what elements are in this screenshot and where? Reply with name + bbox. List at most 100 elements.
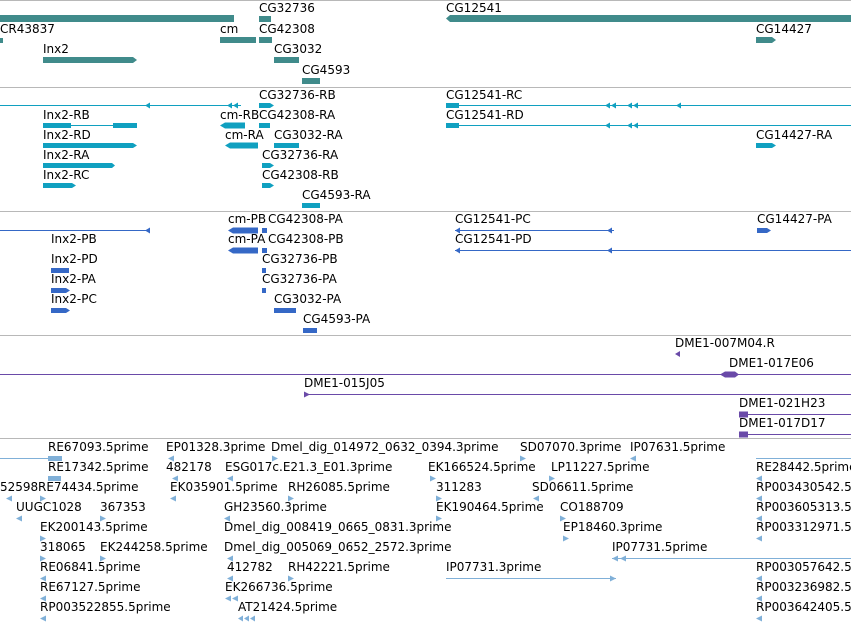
est-glyph[interactable]	[436, 495, 442, 502]
protein-label[interactable]: CG14427-PA	[757, 212, 832, 226]
transcript-label[interactable]: Inx2-RA	[43, 148, 90, 162]
clone-label[interactable]: DME1-015J05	[304, 376, 385, 390]
clone-label[interactable]: DME1-017E06	[729, 356, 814, 370]
transcript-glyph-cg42308-rb[interactable]	[262, 183, 274, 188]
est-label[interactable]: RE06841.5prime	[40, 560, 141, 574]
clone-glyph-dme1-015j05[interactable]	[304, 391, 310, 398]
transcript-label[interactable]: CG42308-RA	[259, 108, 336, 122]
transcript-glyph-inx2-rb-exon[interactable]	[113, 123, 137, 128]
est-glyph[interactable]	[756, 595, 762, 602]
transcript-label[interactable]: CG14427-RA	[756, 128, 833, 142]
est-label[interactable]: RP003430542.5	[756, 480, 851, 494]
est-glyph[interactable]	[40, 495, 46, 502]
est-glyph[interactable]	[288, 575, 294, 582]
protein-label[interactable]: CG12541-PD	[455, 232, 532, 246]
transcript-label[interactable]: CG32736-RB	[259, 88, 336, 102]
est-label[interactable]: EK190464.5prime	[436, 500, 544, 514]
protein-label[interactable]: CG4593-PA	[303, 312, 371, 326]
est-label[interactable]: 482178	[166, 460, 212, 474]
est-label[interactable]: EK266736.5prime	[225, 580, 333, 594]
est-label[interactable]: SD07070.3prime	[520, 440, 622, 454]
est-glyph[interactable]	[756, 495, 762, 502]
est-glyph[interactable]	[560, 515, 566, 522]
est-label[interactable]: Dmel_dig_014972_0632_0394.3prime	[271, 440, 499, 454]
transcript-glyph-cm-ra[interactable]	[225, 142, 258, 149]
protein-label[interactable]: CG12541-PC	[455, 212, 531, 226]
transcript-glyph-cg32736-ra[interactable]	[262, 163, 274, 168]
protein-label[interactable]: CG42308-PB	[268, 232, 344, 246]
gene-glyph-cg14427[interactable]	[756, 37, 776, 43]
est-glyph[interactable]	[436, 515, 442, 522]
est-label[interactable]: IP07731.5prime	[612, 540, 708, 554]
est-label[interactable]: RE28442.5prime	[756, 460, 851, 474]
gene-glyph-cr43837-tail[interactable]	[0, 38, 3, 43]
protein-glyph-cm-pa[interactable]	[228, 247, 258, 254]
protein-label[interactable]: CG3032-PA	[274, 292, 342, 306]
est-glyph[interactable]	[520, 455, 526, 462]
est-label[interactable]: RP003057642.5	[756, 560, 851, 574]
est-label[interactable]: EP18460.3prime	[563, 520, 663, 534]
est-glyph[interactable]	[272, 455, 278, 462]
est-label[interactable]: 311283	[436, 480, 482, 494]
est-glyph[interactable]	[630, 455, 636, 462]
clone-glyph-dme1-021h23[interactable]	[739, 411, 748, 418]
protein-label[interactable]: Inx2-PB	[51, 232, 97, 246]
est-glyph[interactable]	[6, 495, 12, 502]
est-label[interactable]: 318065	[40, 540, 86, 554]
est-label[interactable]: RE74434.5prime	[38, 480, 139, 494]
est-glyph[interactable]	[16, 515, 22, 522]
est-glyph[interactable]	[40, 575, 46, 582]
clone-glyph-dme1-017e06[interactable]	[720, 371, 739, 378]
transcript-glyph-cg14427-ra[interactable]	[756, 143, 776, 148]
est-label[interactable]: AT21424.5prime	[238, 600, 338, 614]
est-glyph[interactable]	[244, 615, 249, 622]
transcript-glyph-cg4593-ra[interactable]	[302, 203, 320, 208]
gene-glyph-cr43837[interactable]	[0, 15, 234, 22]
est-glyph[interactable]	[756, 475, 762, 482]
est-glyph[interactable]	[40, 535, 46, 542]
est-glyph[interactable]	[549, 475, 555, 482]
est-label[interactable]: RE67093.5prime	[48, 440, 149, 454]
est-label[interactable]: EK035901.5prime	[170, 480, 278, 494]
est-label[interactable]: IP07631.5prime	[630, 440, 726, 454]
protein-glyph-inx2-pd[interactable]	[51, 268, 69, 273]
clone-label[interactable]: DME1-017D17	[739, 416, 826, 430]
protein-glyph-cg32736-pa[interactable]	[262, 288, 266, 293]
est-label[interactable]: RP003605313.5	[756, 500, 851, 514]
est-label[interactable]: EP01328.3prime	[166, 440, 266, 454]
gene-glyph-cg12541[interactable]	[446, 15, 851, 22]
est-glyph[interactable]	[533, 495, 539, 502]
est-glyph[interactable]	[232, 595, 238, 602]
transcript-glyph-cg3032-ra[interactable]	[274, 143, 299, 148]
transcript-label[interactable]: cm-RB	[220, 108, 260, 122]
gene-glyph-cg3032[interactable]	[274, 57, 299, 63]
est-glyph[interactable]	[756, 535, 762, 542]
est-glyph[interactable]	[168, 455, 174, 462]
est-glyph[interactable]	[756, 575, 762, 582]
est-label[interactable]: SD06611.5prime	[532, 480, 634, 494]
est-glyph[interactable]	[288, 495, 294, 502]
protein-label[interactable]: cm-PA	[228, 232, 266, 246]
transcript-glyph-cg32736-rb[interactable]	[259, 103, 270, 108]
est-label[interactable]: CO188709	[560, 500, 624, 514]
transcript-glyph-inx2-ra-tail[interactable]	[98, 163, 115, 168]
transcript-glyph-inx2-rb[interactable]	[43, 123, 71, 128]
protein-label[interactable]: CG32736-PB	[262, 252, 338, 266]
est-label[interactable]: RE67127.5prime	[40, 580, 141, 594]
est-glyph[interactable]	[40, 555, 46, 562]
transcript-glyph-inx2-rc[interactable]	[43, 183, 76, 188]
est-label[interactable]: 412782	[227, 560, 273, 574]
est-label[interactable]: RP003312971.5	[756, 520, 851, 534]
est-label[interactable]: RE17342.5prime	[48, 460, 149, 474]
transcript-label[interactable]: CG12541-RC	[446, 88, 523, 102]
gene-label[interactable]: cm	[220, 22, 239, 36]
gene-label[interactable]: CG42308	[259, 22, 315, 36]
protein-glyph-cg4593-pa[interactable]	[303, 328, 317, 333]
est-glyph[interactable]	[40, 595, 46, 602]
transcript-glyph-cm-rb[interactable]	[220, 122, 245, 129]
transcript-glyph-cg42308-ra[interactable]	[259, 123, 270, 128]
gene-label[interactable]: CG32736	[259, 1, 315, 15]
gene-glyph-cg32736[interactable]	[259, 16, 271, 22]
protein-glyph-cg42308-pb[interactable]	[262, 248, 267, 253]
clone-label[interactable]: DME1-021H23	[739, 396, 826, 410]
